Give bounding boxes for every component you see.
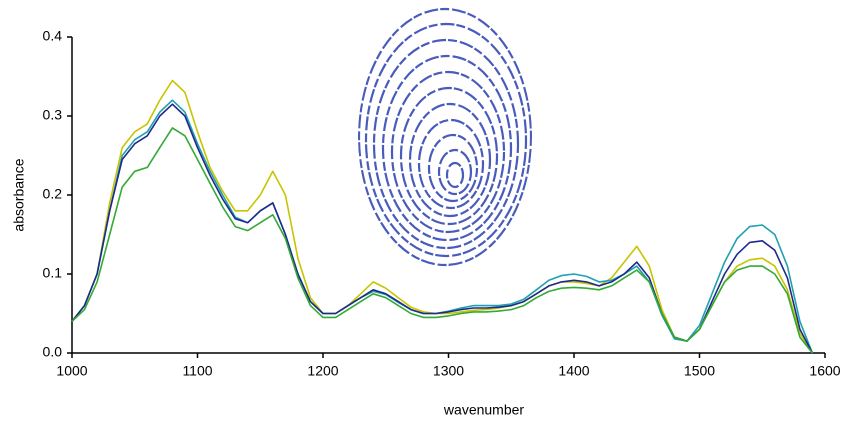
spectrum-line: [71, 103, 814, 354]
x-tick-label: 1000: [56, 363, 87, 379]
x-tick-label: 1600: [809, 363, 840, 379]
y-tick-label: 0.2: [43, 186, 63, 202]
spectrum-line: [71, 127, 814, 354]
x-tick-label: 1300: [433, 363, 464, 379]
spectrum-line: [71, 99, 814, 354]
x-tick-label: 1400: [558, 363, 589, 379]
x-axis-label: wavenumber: [443, 402, 524, 418]
y-tick-label: 0.0: [43, 344, 63, 360]
x-tick-label: 1500: [684, 363, 715, 379]
x-tick-label: 1200: [307, 363, 338, 379]
fingerprint-image: [358, 7, 532, 267]
y-axis-label: absorbance: [11, 158, 27, 231]
x-tick-label: 1100: [182, 363, 212, 379]
y-tick-label: 0.4: [43, 28, 63, 44]
y-tick-label: 0.1: [43, 265, 63, 281]
y-tick-label: 0.3: [43, 107, 63, 123]
